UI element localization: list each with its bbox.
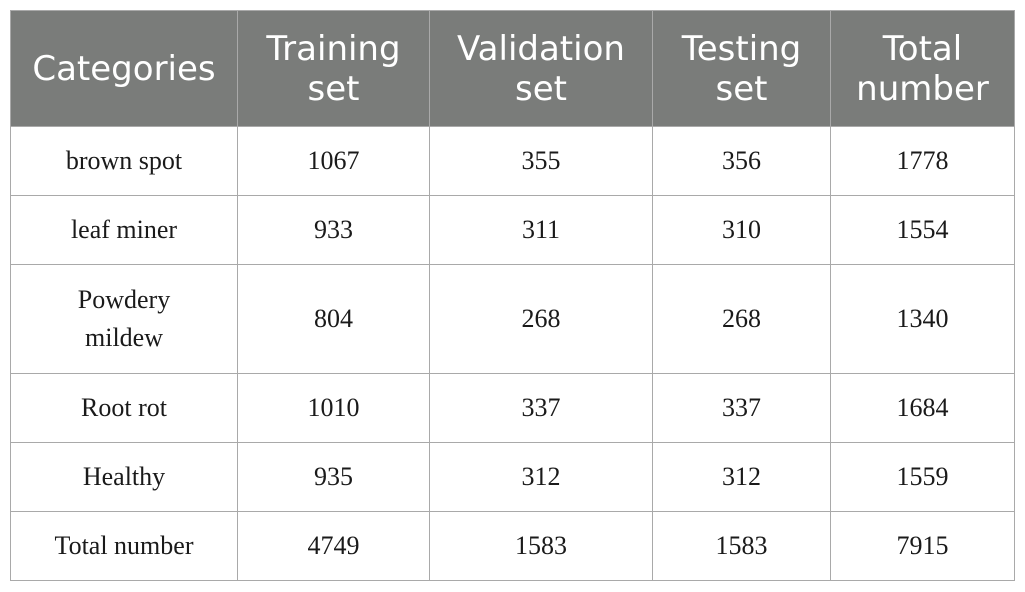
testing-cell: 310 — [652, 195, 831, 265]
total-cell: 1340 — [830, 264, 1015, 374]
category-cell: brown spot — [10, 126, 238, 196]
category-cell: Total number — [10, 511, 238, 581]
testing-cell: 337 — [652, 373, 831, 443]
training-cell: 804 — [237, 264, 430, 374]
header-training-set: Training set — [237, 10, 430, 127]
header-categories-text: Categories — [32, 48, 216, 89]
total-cell: 1684 — [830, 373, 1015, 443]
validation-cell: 312 — [429, 442, 653, 512]
validation-cell: 311 — [429, 195, 653, 265]
header-testing-set: Testing set — [652, 10, 831, 127]
total-cell: 1554 — [830, 195, 1015, 265]
training-cell: 1010 — [237, 373, 430, 443]
training-cell: 1067 — [237, 126, 430, 196]
table-row: Powdery mildew 804 268 268 1340 — [10, 264, 1015, 374]
validation-cell: 355 — [429, 126, 653, 196]
table-row: Root rot 1010 337 337 1684 — [10, 373, 1015, 443]
header-validation-set: Validation set — [429, 10, 653, 127]
testing-cell: 1583 — [652, 511, 831, 581]
category-cell: Root rot — [10, 373, 238, 443]
testing-cell: 268 — [652, 264, 831, 374]
header-text-line: Testing — [681, 28, 802, 69]
header-text-line: Validation — [457, 28, 625, 69]
testing-cell: 312 — [652, 442, 831, 512]
table-row: Healthy 935 312 312 1559 — [10, 442, 1015, 512]
testing-cell: 356 — [652, 126, 831, 196]
total-cell: 1778 — [830, 126, 1015, 196]
validation-cell: 1583 — [429, 511, 653, 581]
dataset-split-table: Categories Training set Validation set T… — [10, 10, 1015, 581]
table-row-total: Total number 4749 1583 1583 7915 — [10, 511, 1015, 581]
training-cell: 4749 — [237, 511, 430, 581]
table-row: brown spot 1067 355 356 1778 — [10, 126, 1015, 196]
category-text-line: Powdery — [77, 285, 171, 314]
category-cell: Powdery mildew — [10, 264, 238, 374]
total-cell: 7915 — [830, 511, 1015, 581]
table-container: Categories Training set Validation set T… — [10, 10, 1015, 581]
header-text-line: set — [515, 68, 567, 109]
category-cell: leaf miner — [10, 195, 238, 265]
header-text-line: Training — [266, 28, 401, 69]
training-cell: 933 — [237, 195, 430, 265]
header-total-number: Total number — [830, 10, 1015, 127]
total-cell: 1559 — [830, 442, 1015, 512]
header-row: Categories Training set Validation set T… — [10, 10, 1015, 127]
header-categories: Categories — [10, 10, 238, 127]
validation-cell: 268 — [429, 264, 653, 374]
category-cell: Healthy — [10, 442, 238, 512]
header-text-line: set — [715, 68, 768, 109]
header-text-line: number — [856, 68, 989, 109]
validation-cell: 337 — [429, 373, 653, 443]
category-text-line: mildew — [85, 323, 163, 352]
training-cell: 935 — [237, 442, 430, 512]
header-text-line: Total — [882, 28, 963, 69]
header-text-line: set — [307, 68, 360, 109]
table-row: leaf miner 933 311 310 1554 — [10, 195, 1015, 265]
